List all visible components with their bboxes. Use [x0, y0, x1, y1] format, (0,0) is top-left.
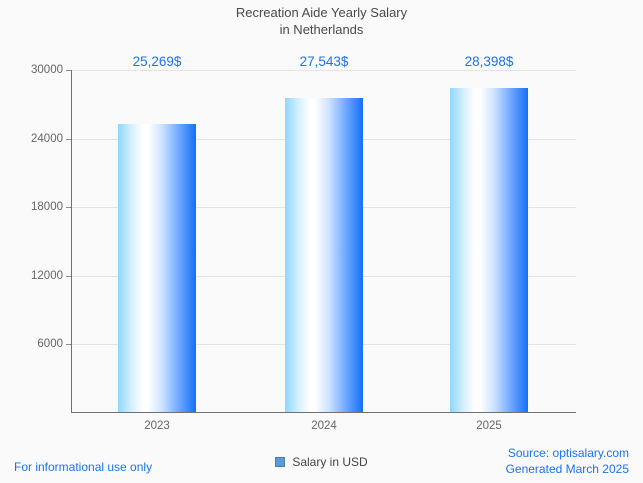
y-tick-mark-6000 [66, 344, 72, 345]
value-label-2025: 28,398$ [464, 54, 514, 69]
bar-2025[interactable] [450, 88, 528, 412]
informational-use-note: For informational use only [14, 460, 153, 474]
y-tick-label-12000: 12000 [31, 269, 63, 282]
bar-2023[interactable] [118, 123, 196, 412]
y-tick-label-24000: 24000 [31, 132, 63, 145]
legend-swatch-icon [275, 457, 286, 467]
legend-item-label: Salary in USD [292, 455, 368, 469]
x-tick-label-2024: 2024 [311, 420, 337, 432]
value-label-2024: 27,543$ [299, 54, 349, 69]
y-axis-line [71, 70, 72, 413]
bar-2024[interactable] [285, 98, 363, 412]
y-tick-label-6000: 6000 [37, 338, 63, 350]
chart-title: Recreation Aide Yearly Salary in Netherl… [235, 5, 408, 37]
x-axis-line [71, 412, 576, 413]
value-label-2023: 25,269$ [132, 54, 182, 69]
x-tick-label-2025: 2025 [476, 420, 502, 432]
source-and-generated-note: Source: optisalary.com Generated March 2… [505, 446, 629, 476]
y-tick-label-18000: 18000 [31, 201, 63, 213]
gridline-30000 [72, 70, 576, 71]
y-tick-mark-24000 [66, 138, 72, 140]
y-tick-label-30000: 30000 [31, 64, 63, 76]
y-tick-mark-30000 [66, 70, 72, 71]
plot-area [72, 70, 576, 412]
y-tick-mark-12000 [66, 275, 72, 277]
y-tick-mark-18000 [66, 207, 72, 208]
x-tick-label-2023: 2023 [144, 420, 170, 432]
